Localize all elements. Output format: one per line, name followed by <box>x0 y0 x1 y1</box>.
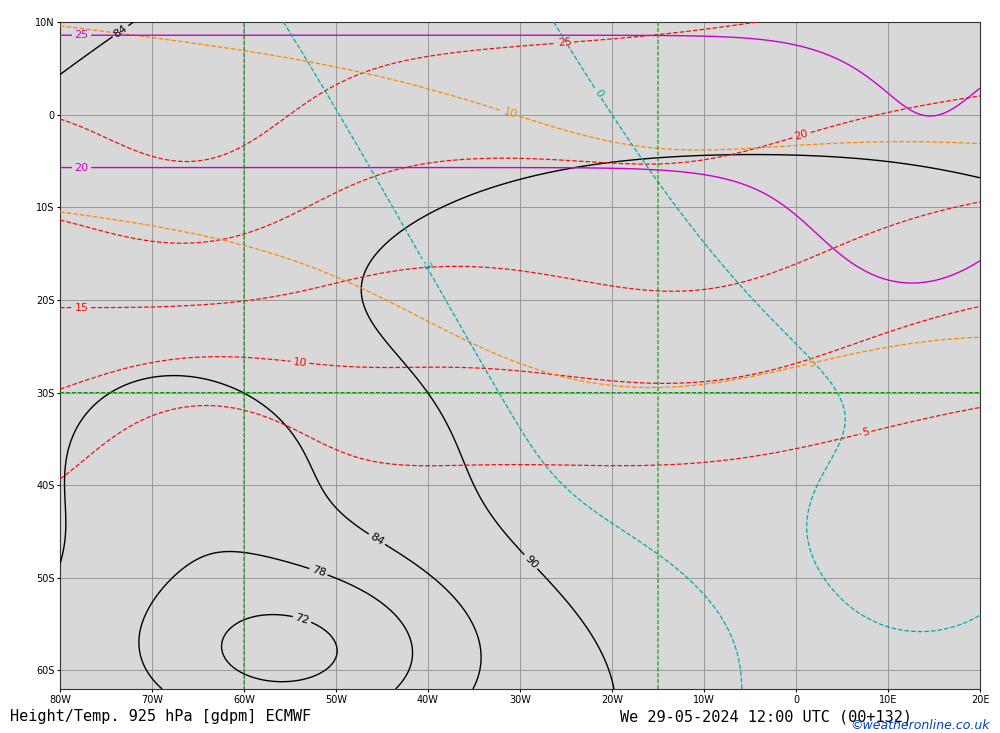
Text: 84: 84 <box>368 531 386 548</box>
Text: Height/Temp. 925 hPa [gdpm] ECMWF: Height/Temp. 925 hPa [gdpm] ECMWF <box>10 710 311 724</box>
Text: ©weatheronline.co.uk: ©weatheronline.co.uk <box>850 719 990 732</box>
Text: 20: 20 <box>793 128 810 142</box>
Text: 0: 0 <box>592 88 605 100</box>
Text: 5: 5 <box>807 358 816 369</box>
Text: 25: 25 <box>557 37 572 48</box>
Text: 10: 10 <box>502 106 518 120</box>
Text: We 29-05-2024 12:00 UTC (00+132): We 29-05-2024 12:00 UTC (00+132) <box>620 710 912 724</box>
Text: 78: 78 <box>310 564 327 579</box>
Text: 84: 84 <box>112 23 129 40</box>
Text: 10: 10 <box>293 356 307 368</box>
Text: -3: -3 <box>419 259 433 273</box>
Text: 90: 90 <box>522 553 539 570</box>
Text: 15: 15 <box>75 303 89 312</box>
Text: 25: 25 <box>74 30 89 40</box>
Text: 5: 5 <box>862 427 871 438</box>
Text: 72: 72 <box>294 612 310 626</box>
Text: 20: 20 <box>74 163 89 172</box>
